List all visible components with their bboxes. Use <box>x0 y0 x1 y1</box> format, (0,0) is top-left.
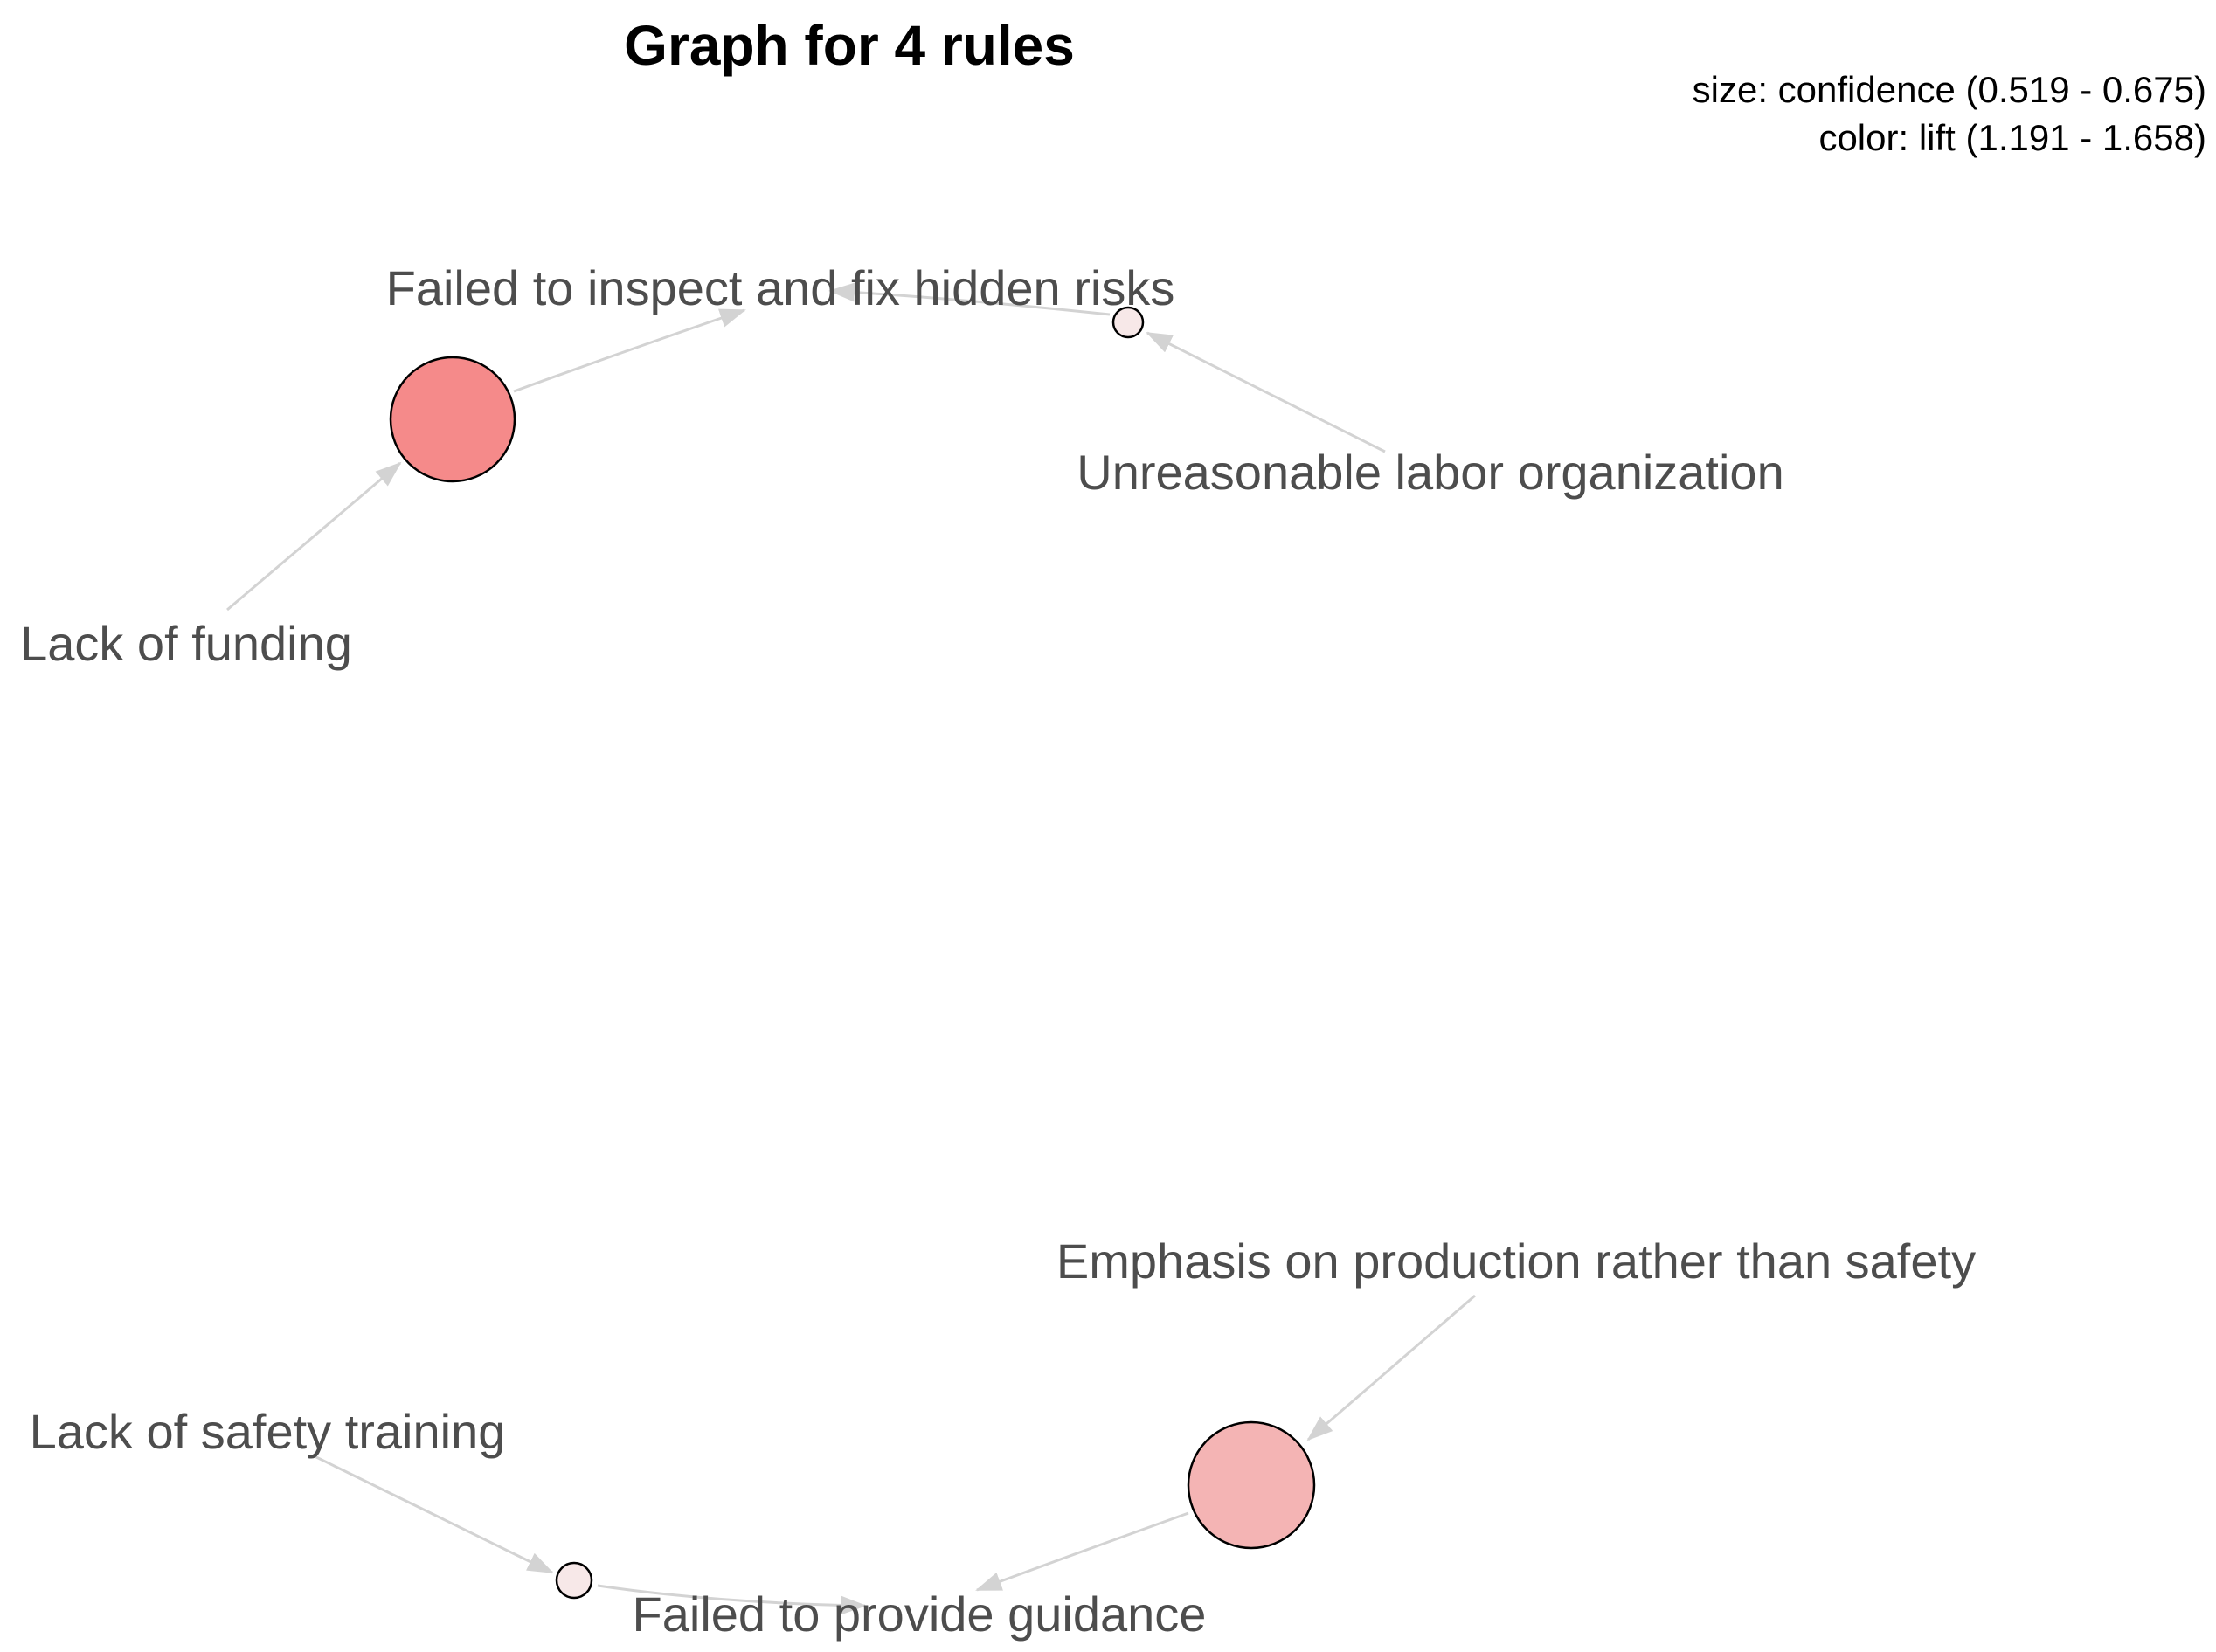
item-label-funding: Lack of funding <box>20 616 352 671</box>
legend-size: size: confidence (0.519 - 0.675) <box>1693 69 2206 110</box>
rule-node-production <box>1187 1420 1316 1550</box>
item-label-inspect: Failed to inspect and fix hidden risks <box>386 260 1175 315</box>
item-label-guidance: Failed to provide guidance <box>633 1586 1207 1642</box>
edge-rule-to-guidance <box>975 1511 1189 1592</box>
edge-rule-to-inspect-2 <box>828 282 1111 316</box>
edge-rule-to-inspect <box>513 308 746 393</box>
edge-training-to-rule <box>314 1455 554 1574</box>
rule-node-labor <box>1111 306 1145 339</box>
graph-title: Graph for 4 rules <box>624 14 1075 77</box>
rule-node-training <box>555 1561 593 1600</box>
item-label-training: Lack of safety training <box>30 1404 506 1459</box>
item-label-production: Emphasis on production rather than safet… <box>1056 1234 1976 1289</box>
item-label-labor: Unreasonable labor organization <box>1077 445 1783 500</box>
edge-production-to-rule <box>1306 1294 1476 1441</box>
rule-node-funding <box>389 356 516 483</box>
edge-rule-to-guidance-2 <box>597 1584 867 1615</box>
edge-funding-to-rule <box>226 461 402 612</box>
edge-labor-to-rule <box>1146 331 1386 453</box>
legend-color: color: lift (1.191 - 1.658) <box>1818 117 2206 158</box>
